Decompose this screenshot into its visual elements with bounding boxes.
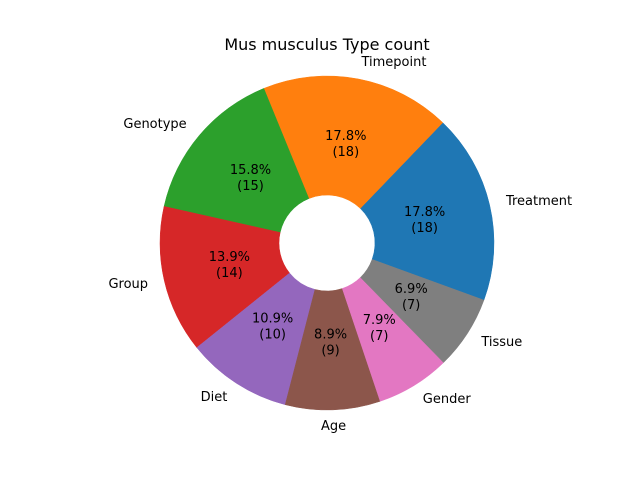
slice-label-genotype: Genotype: [123, 117, 186, 132]
slice-count-tissue: (7): [402, 298, 420, 313]
slice-timepoint: [263, 75, 444, 209]
slice-genotype: [163, 88, 310, 233]
labels-group: Treatment17.8%(18)Timepoint17.8%(18)Geno…: [108, 55, 572, 434]
slice-group: [159, 206, 290, 348]
slice-count-treatment: (18): [411, 221, 438, 236]
slice-label-diet: Diet: [201, 390, 228, 405]
slice-count-genotype: (15): [237, 179, 264, 194]
slice-percent-treatment: 17.8%: [404, 205, 445, 220]
slice-count-age: (9): [321, 344, 339, 359]
slice-percent-tissue: 6.9%: [395, 282, 428, 297]
slice-label-tissue: Tissue: [480, 335, 522, 350]
slice-percent-age: 8.9%: [314, 328, 347, 343]
slice-percent-gender: 7.9%: [363, 313, 396, 328]
slice-treatment: [359, 122, 495, 301]
chart-title: Mus musculus Type count: [224, 35, 429, 54]
slice-percent-timepoint: 17.8%: [325, 129, 366, 144]
slice-label-treatment: Treatment: [505, 194, 572, 209]
slice-tissue: [360, 259, 485, 363]
slice-count-diet: (10): [259, 328, 286, 343]
slice-percent-genotype: 15.8%: [230, 163, 271, 178]
slice-label-gender: Gender: [423, 392, 472, 407]
slice-label-age: Age: [321, 419, 346, 434]
slice-count-group: (14): [216, 266, 243, 281]
slice-count-timepoint: (18): [332, 145, 359, 160]
slice-label-group: Group: [108, 277, 148, 292]
slice-percent-diet: 10.9%: [252, 312, 293, 327]
slices-group: [159, 75, 495, 411]
slice-count-gender: (7): [370, 329, 388, 344]
slice-label-timepoint: Timepoint: [360, 55, 426, 70]
slice-percent-group: 13.9%: [209, 250, 250, 265]
